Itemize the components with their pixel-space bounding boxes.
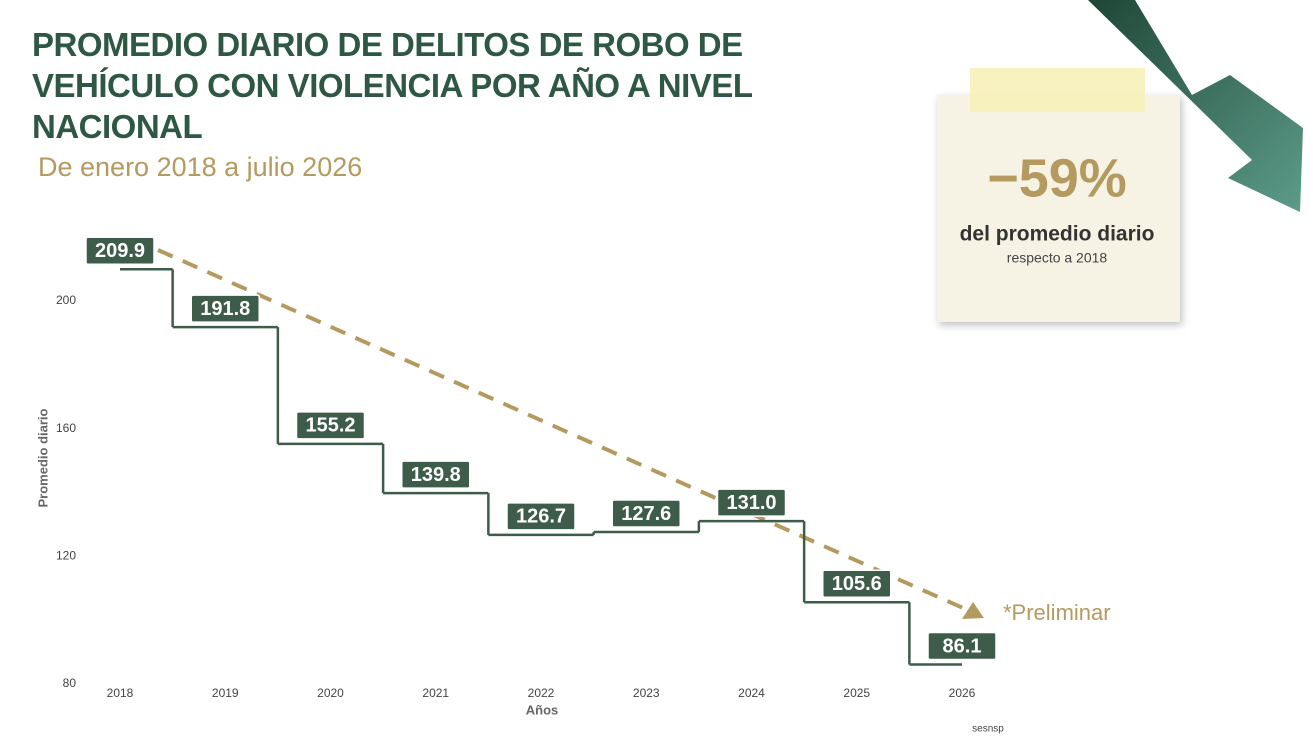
- value-label-bg: [295, 411, 366, 440]
- trend-arrowhead: [962, 602, 984, 619]
- x-tick-label: 2026: [949, 686, 976, 700]
- value-label: 105.6: [832, 573, 882, 595]
- x-tick-label: 2021: [422, 686, 449, 700]
- value-label-bg: [190, 294, 260, 323]
- x-tick-label: 2020: [317, 686, 344, 700]
- callout-value: −59%: [987, 148, 1127, 208]
- x-tick-label: 2018: [107, 686, 134, 700]
- callout-text: del promedio diario: [960, 223, 1155, 246]
- value-label-bg: [85, 236, 155, 266]
- title: PROMEDIO DIARIO DE DELITOS DE ROBO DE VE…: [32, 26, 752, 145]
- value-label: 191.8: [200, 298, 250, 320]
- x-tick-label: 2019: [212, 686, 239, 700]
- annotation: *Preliminar: [1003, 600, 1111, 625]
- y-tick-label: 160: [56, 421, 76, 435]
- x-tick-label: 2022: [528, 686, 555, 700]
- value-label-bg: [401, 460, 471, 489]
- value-label: 126.7: [516, 506, 566, 528]
- callout-card: [937, 95, 1180, 322]
- tape: [970, 68, 1145, 112]
- value-label: 155.2: [305, 415, 355, 437]
- value-label-bg: [716, 488, 787, 517]
- value-label: 86.1: [943, 635, 982, 657]
- subtitle: De enero 2018 a julio 2026: [38, 152, 363, 182]
- decor-arrow: [1088, 0, 1303, 212]
- x-tick-label: 2024: [738, 686, 765, 700]
- value-label: 131.0: [726, 492, 776, 514]
- value-label-bg: [822, 569, 892, 599]
- x-tick-label: 2025: [843, 686, 870, 700]
- trend-line: [157, 248, 973, 614]
- source: sesnsp: [972, 724, 1004, 735]
- value-label-bg: [506, 502, 576, 531]
- value-label-bg: [927, 631, 997, 661]
- x-axis-title: Años: [526, 702, 559, 717]
- y-tick-label: 200: [56, 293, 76, 307]
- value-label: 209.9: [95, 240, 145, 262]
- x-tick-label: 2023: [633, 686, 660, 700]
- y-axis-title: Promedio diario: [35, 408, 50, 507]
- y-tick-label: 120: [56, 548, 76, 562]
- value-label-bg: [611, 499, 681, 528]
- value-label: 127.6: [621, 503, 671, 525]
- y-tick-label: 80: [63, 676, 77, 690]
- value-label: 139.8: [411, 464, 461, 486]
- callout-subtext: respecto a 2018: [1007, 250, 1108, 266]
